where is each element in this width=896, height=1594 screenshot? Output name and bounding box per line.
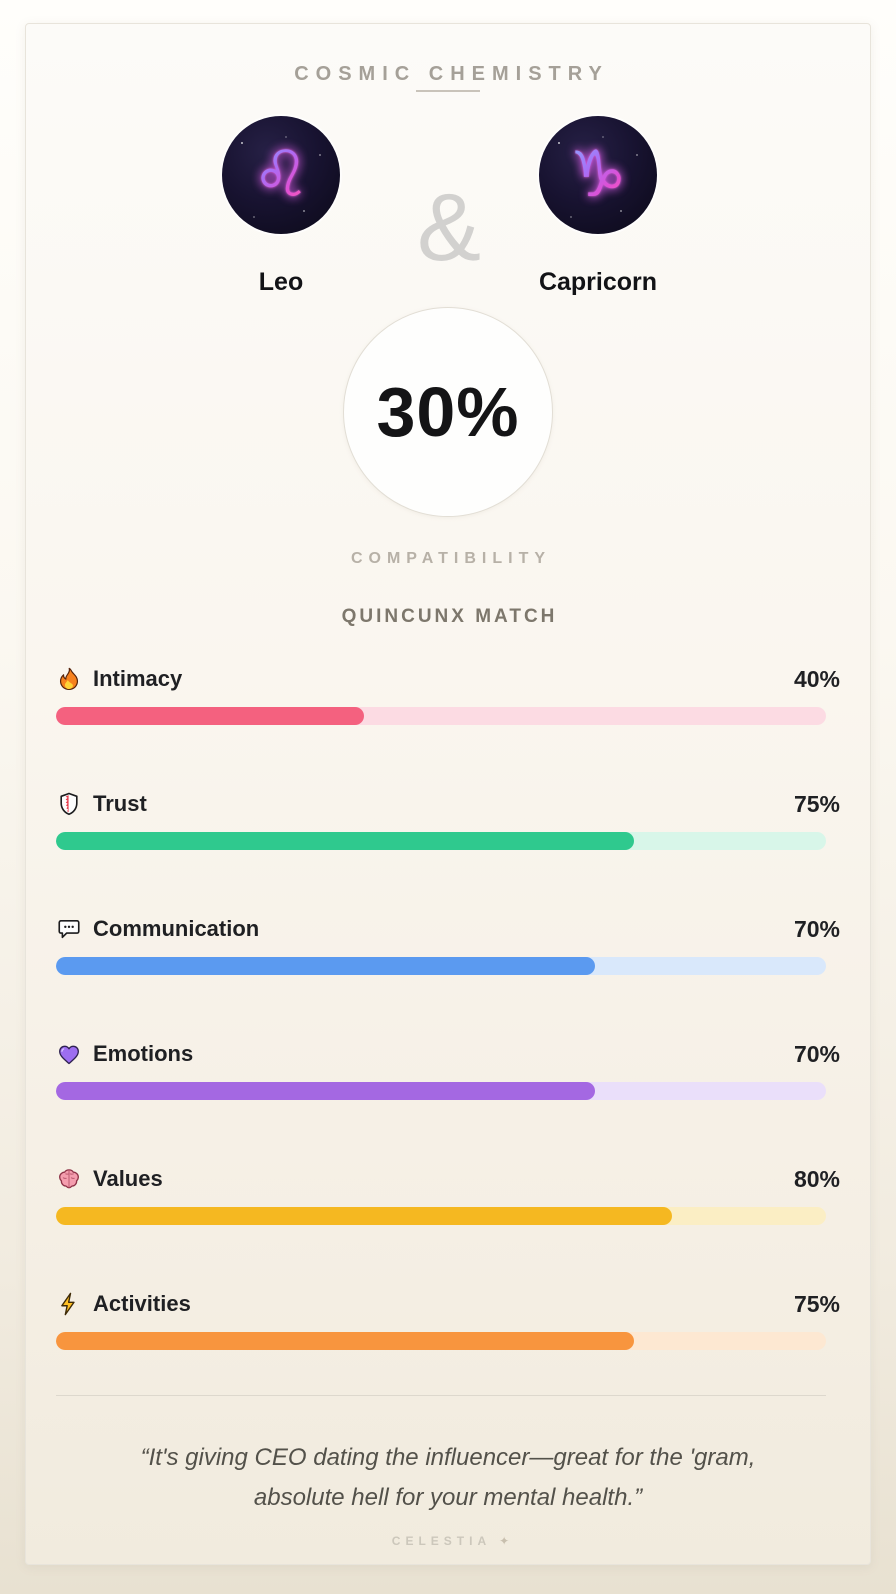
speech-balloon-icon — [56, 916, 82, 942]
progress-track — [56, 1082, 826, 1100]
fire-icon — [56, 666, 82, 692]
compatibility-caption: COMPATIBILITY — [350, 550, 552, 567]
sign-name-leo: Leo — [258, 268, 304, 296]
leo-glyph: ♌ — [252, 138, 310, 212]
progress-fill — [56, 957, 595, 975]
compatibility-score-value: 30% — [376, 373, 520, 451]
metric-header: Activities 75% — [56, 1289, 840, 1319]
compatibility-score-circle: 30% — [343, 307, 553, 517]
progress-fill — [56, 707, 364, 725]
metrics-list: Intimacy 40% Trust 75% Communication 70% — [56, 664, 840, 1350]
brain-icon — [56, 1166, 82, 1192]
progress-track — [56, 957, 826, 975]
metric-header: Trust 75% — [56, 789, 840, 819]
metric-header: Intimacy 40% — [56, 664, 840, 694]
progress-fill — [56, 832, 634, 850]
metric-value: 80% — [793, 1165, 840, 1192]
purple-heart-icon — [56, 1041, 82, 1067]
capricorn-zodiac-icon: ♑ — [539, 116, 657, 234]
brand-name: CELESTIA — [391, 1534, 492, 1548]
zodiac-pair-row: ♌ Leo & ♑ Capricorn — [26, 116, 870, 297]
metric-label: Communication — [93, 916, 260, 941]
metric-row: Values 80% — [56, 1164, 840, 1225]
sparkle-icon: ✦ — [499, 1534, 510, 1548]
metric-value: 40% — [793, 665, 840, 692]
sign-capricorn: ♑ Capricorn — [488, 116, 708, 297]
metric-row: Activities 75% — [56, 1289, 840, 1350]
metric-header: Emotions 70% — [56, 1039, 840, 1069]
capricorn-glyph: ♑ — [569, 138, 627, 212]
leo-zodiac-icon: ♌ — [222, 116, 340, 234]
shield-icon — [56, 791, 82, 817]
quote-line-2: absolute hell for your mental health.” — [253, 1484, 643, 1511]
progress-track — [56, 1332, 826, 1350]
metric-value: 75% — [793, 790, 840, 817]
title-underline — [416, 90, 480, 92]
page-title: COSMIC CHEMISTRY — [294, 63, 609, 85]
zap-icon — [56, 1291, 82, 1317]
quote: “It's giving CEO dating the influencer—g… — [26, 1438, 870, 1518]
progress-fill — [56, 1082, 595, 1100]
metric-row: Communication 70% — [56, 914, 840, 975]
metric-row: Trust 75% — [56, 789, 840, 850]
metric-label: Intimacy — [93, 666, 183, 691]
metric-row: Intimacy 40% — [56, 664, 840, 725]
brand-watermark: CELESTIA ✦ — [26, 1534, 870, 1548]
ampersand: & — [416, 174, 482, 281]
metric-label: Emotions — [93, 1041, 194, 1066]
quote-line-1: “It's giving CEO dating the influencer—g… — [140, 1444, 756, 1471]
sign-leo: ♌ Leo — [171, 116, 391, 297]
compatibility-card: COSMIC CHEMISTRY ♌ Leo & ♑ Capricorn 30%… — [25, 23, 871, 1565]
metric-row: Emotions 70% — [56, 1039, 840, 1100]
metric-label: Values — [93, 1166, 163, 1191]
progress-fill — [56, 1332, 634, 1350]
divider — [56, 1395, 826, 1396]
metric-value: 70% — [793, 915, 840, 942]
metric-header: Communication 70% — [56, 914, 840, 944]
sign-name-capricorn: Capricorn — [538, 268, 658, 296]
metric-value: 75% — [793, 1290, 840, 1317]
progress-fill — [56, 1207, 672, 1225]
metric-label: Activities — [93, 1291, 191, 1316]
progress-track — [56, 1207, 826, 1225]
metric-value: 70% — [793, 1040, 840, 1067]
metric-header: Values 80% — [56, 1164, 840, 1194]
progress-track — [56, 832, 826, 850]
metric-label: Trust — [93, 791, 147, 816]
match-type-label: QUINCUNX MATCH — [341, 606, 558, 627]
progress-track — [56, 707, 826, 725]
